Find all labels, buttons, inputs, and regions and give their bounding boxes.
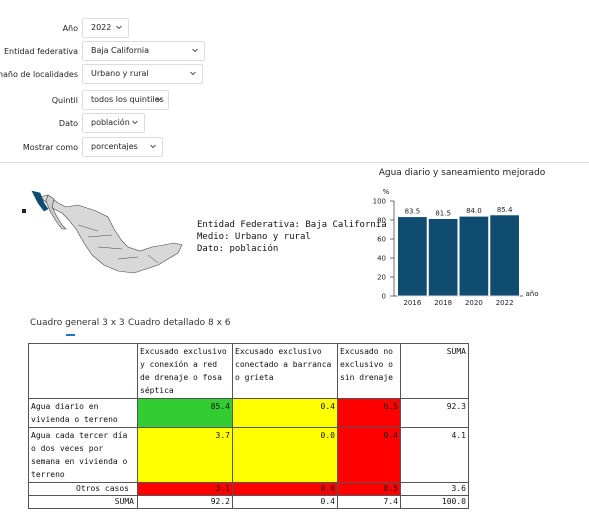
chevron — [132, 120, 138, 125]
dropdown-value: población — [91, 118, 130, 127]
table-cell: 6.5 — [337, 398, 401, 428]
table-cell: 7.4 — [337, 495, 401, 509]
chevron — [150, 144, 156, 149]
tab[interactable]: Cuadro detallado 8 x 6 — [128, 318, 231, 328]
info-line: Entidad Federativa: Baja California — [197, 220, 387, 230]
table-cell: 0.4 — [232, 495, 338, 509]
divider — [0, 162, 589, 163]
y-tick-label: 80 — [377, 217, 386, 225]
table-cell: 3.1 — [137, 482, 233, 496]
value-label: 84.0 — [466, 207, 482, 215]
table-cell: 0.0 — [232, 482, 338, 496]
y-axis-label: % — [383, 188, 390, 196]
map — [22, 190, 183, 274]
x-axis-label: año — [525, 290, 538, 298]
table-row: Agua diario en vivienda o terreno 85.4 0.4… — [28, 398, 469, 428]
tab-indicator — [66, 334, 75, 336]
chart: Agua diario y saneamiento mejorado % año… — [373, 168, 546, 307]
dropdown[interactable]: porcentajes — [82, 137, 163, 157]
table-cell: 0.4 — [232, 398, 338, 428]
filter-label: Mostrar como — [22, 143, 78, 152]
filter-label: Quintil — [51, 96, 78, 105]
row-label: Otros casos — [28, 482, 138, 496]
chart-title: Agua diario y saneamiento mejorado — [379, 168, 546, 178]
y-tick-label: 20 — [377, 274, 386, 282]
dropdown-value: Urbano y rural — [91, 69, 149, 78]
table-cell: 85.4 — [137, 398, 233, 428]
value-label: 83.5 — [405, 208, 421, 216]
bar — [458, 215, 490, 297]
y-tick-label: 100 — [373, 198, 386, 206]
row-label: Agua cada tercer día o dos veces por sem… — [28, 427, 138, 483]
header-row: Excusado exclusivo y conexión a red de d… — [28, 343, 469, 399]
y-tick-label: 0 — [382, 293, 386, 301]
bar — [489, 214, 520, 297]
table-cell: 0.4 — [337, 427, 401, 483]
dropdown[interactable]: todos los quintiles — [82, 90, 169, 110]
x-tick-label: 2016 — [403, 299, 421, 307]
table-cell: 4.1 — [400, 427, 469, 483]
table-row: Agua cada tercer día o dos veces por sem… — [28, 427, 469, 483]
filter-label: Dato — [58, 119, 78, 128]
y-tick-label: 60 — [377, 236, 386, 244]
value-label: 85.4 — [497, 206, 513, 214]
data-table: Excusado exclusivo y conexión a red de d… — [28, 343, 469, 509]
bar — [427, 218, 459, 297]
table-cell: 3.6 — [400, 482, 469, 496]
x-tick-label: 2020 — [465, 299, 483, 307]
table-cell: 0.0 — [232, 427, 338, 483]
chevron — [156, 97, 162, 102]
table-cell: 100.0 — [400, 495, 469, 509]
filter-label: Año — [62, 24, 78, 33]
table-row: Otros casos 3.1 0.0 0.5 3.6 — [28, 482, 469, 496]
header-cell: Excusado exclusivo conectado a barranca … — [232, 343, 338, 399]
table-cell: 0.5 — [337, 482, 401, 496]
header-cell: Excusado exclusivo y conexión a red de d… — [137, 343, 233, 399]
header-cell: SUMA — [400, 343, 469, 399]
bar — [397, 216, 428, 297]
table-cell: 92.2 — [137, 495, 233, 509]
table-cell: 3.7 — [137, 427, 233, 483]
chevron — [192, 48, 198, 53]
dropdown[interactable]: 2022 — [82, 18, 129, 38]
dropdown-value: Baja California — [91, 46, 150, 55]
row-label: Agua diario en vivienda o terreno — [28, 398, 138, 428]
filter-label: Entidad federativa — [3, 47, 78, 56]
dropdown-value: 2022 — [91, 23, 112, 32]
y-tick-label: 40 — [377, 255, 386, 263]
x-tick-label: 2018 — [434, 299, 452, 307]
x-tick-label: 2022 — [496, 299, 514, 307]
info-line: Medio: Urbano y rural — [197, 232, 311, 242]
chevron — [190, 71, 196, 76]
dropdown[interactable]: Baja California — [82, 41, 205, 61]
header-cell — [28, 343, 138, 399]
dropdown[interactable]: población — [82, 113, 145, 133]
dropdown-value: porcentajes — [91, 142, 138, 151]
tab[interactable]: Cuadro general 3 x 3 — [30, 318, 125, 328]
chevron — [116, 25, 122, 30]
header-cell: Excusado no exclusivo o sin drenaje — [337, 343, 401, 399]
table-cell: 92.3 — [400, 398, 469, 428]
dropdown-value: todos los quintiles — [91, 95, 164, 104]
row-label: SUMA — [28, 495, 138, 509]
dropdown[interactable]: Urbano y rural — [82, 64, 203, 84]
value-label: 81.5 — [435, 210, 451, 218]
table-row: SUMA 92.2 0.4 7.4 100.0 — [28, 495, 469, 509]
filter-label: Tamaño de localidades — [0, 70, 78, 79]
info-line: Dato: población — [197, 244, 279, 254]
